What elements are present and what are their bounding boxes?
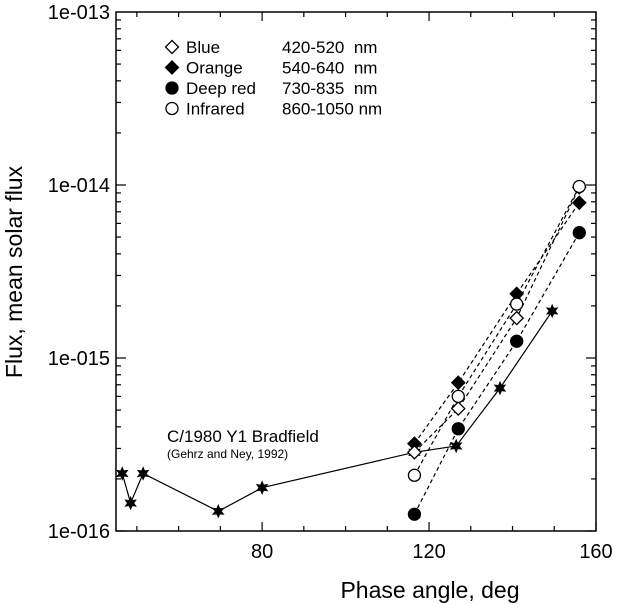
- y-tick-label: 1e-015: [48, 348, 110, 370]
- y-tick-label: 1e-013: [48, 2, 110, 24]
- point-total: [449, 438, 463, 454]
- x-axis-ticks: 80 120 160: [136, 12, 613, 563]
- y-tick-label: 1e-016: [48, 521, 110, 543]
- x-tick-label: 80: [251, 541, 273, 563]
- legend-label-orange: Orange: [186, 59, 243, 78]
- x-tick-label: 120: [412, 541, 445, 563]
- annotation-title: C/1980 Y1 Bradfield: [167, 427, 319, 446]
- plot-border: [115, 11, 597, 532]
- legend-marker-deepred: [165, 81, 179, 95]
- series-line-total: [121, 310, 553, 512]
- series-line-blue: [413, 187, 580, 453]
- y-axis-title: Flux, mean solar flux: [1, 165, 27, 378]
- point-total: [545, 303, 559, 319]
- legend-range-infrared: 860-1050 nm: [282, 100, 382, 119]
- legend-range-orange: 540-640 nm: [282, 59, 377, 78]
- annotation-subtitle: (Gehrz and Ney, 1992): [167, 447, 288, 461]
- legend-marker-orange: [164, 60, 180, 75]
- point-orange: [450, 375, 466, 391]
- point-orange: [571, 195, 587, 211]
- legend-range-blue: 420-520 nm: [282, 38, 377, 57]
- point-total: [136, 466, 150, 481]
- point-total: [493, 380, 507, 396]
- point-deepred: [572, 226, 586, 240]
- legend-marker-blue: [164, 39, 180, 55]
- point-infrared: [407, 468, 422, 482]
- point-blue: [450, 401, 466, 417]
- legend-marker-infrared: [165, 101, 179, 116]
- legend: Blue 420-520 nm Orange 540-640 nm Deep red 73…: [164, 38, 382, 119]
- point-infrared: [451, 389, 465, 404]
- legend-label-blue: Blue: [186, 38, 220, 57]
- point-total: [255, 480, 269, 495]
- series-line-infrared: [413, 186, 580, 476]
- series-layer: [115, 179, 587, 521]
- point-deepred: [407, 507, 422, 521]
- plot-frame: [115, 11, 597, 532]
- y-tick-label: 1e-014: [48, 175, 110, 197]
- legend-range-deepred: 730-835 nm: [282, 79, 377, 98]
- point-infrared: [572, 179, 586, 194]
- y-axis-ticks: 1e-016 1e-015 1e-014 1e-013: [48, 2, 596, 543]
- point-deepred: [451, 422, 465, 436]
- point-total: [211, 504, 225, 519]
- point-blue: [407, 444, 422, 460]
- legend-label-deepred: Deep red: [186, 79, 256, 98]
- legend-label-infrared: Infrared: [186, 100, 245, 119]
- point-total: [124, 495, 137, 511]
- series-line-orange: [413, 202, 580, 444]
- point-total: [115, 466, 129, 481]
- point-deepred: [510, 334, 524, 348]
- point-blue: [509, 310, 525, 326]
- x-tick-label: 160: [579, 541, 612, 563]
- x-axis-title: Phase angle, deg: [340, 577, 519, 603]
- point-infrared: [510, 297, 524, 311]
- series-line-deepred: [413, 232, 580, 515]
